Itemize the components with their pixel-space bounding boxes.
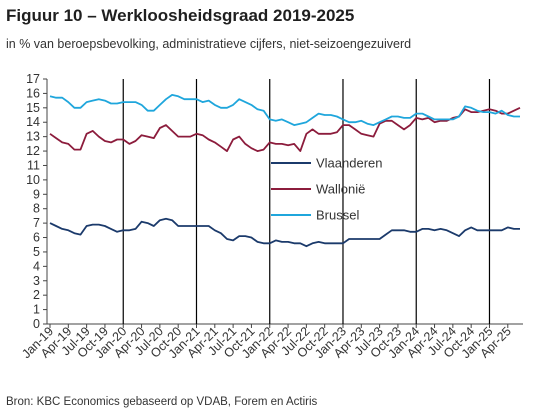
y-tick-label: 5 <box>33 245 40 259</box>
y-tick-label: 1 <box>33 303 40 317</box>
y-tick-label: 2 <box>33 288 40 302</box>
y-tick-label: 12 <box>26 144 40 158</box>
y-tick-label: 4 <box>33 259 40 273</box>
chart-subtitle: in % van beroepsbevolking, administratie… <box>6 37 412 51</box>
x-axis: Jan-19Apr-19Jul-19Oct-19Jan-20Apr-20Jul-… <box>19 323 523 361</box>
y-tick-label: 11 <box>27 158 40 172</box>
y-tick-label: 0 <box>33 317 40 331</box>
series-line-walloni- <box>49 106 521 153</box>
y-tick-label: 14 <box>26 115 40 129</box>
series-lines <box>49 94 521 248</box>
series-line-vlaanderen <box>49 217 520 248</box>
y-tick-label: 16 <box>26 86 40 100</box>
legend-label-walloni-: Wallonië <box>316 182 365 197</box>
y-tick-label: 6 <box>33 231 40 245</box>
legend-label-brussel: Brussel <box>316 208 359 223</box>
y-tick-label: 13 <box>26 130 40 144</box>
y-tick-label: 17 <box>26 72 40 86</box>
source-note: Bron: KBC Economics gebaseerd op VDAB, F… <box>6 396 318 408</box>
y-tick-label: 10 <box>26 173 40 187</box>
legend: Vlaanderen Wallonië Brussel <box>271 156 383 223</box>
y-tick-label: 3 <box>33 274 40 288</box>
year-separators <box>122 79 491 324</box>
legend-label-vlaanderen: Vlaanderen <box>316 156 383 171</box>
series-line-brussel <box>49 94 520 126</box>
y-tick-label: 8 <box>33 202 40 216</box>
y-tick-label: 9 <box>33 187 40 201</box>
y-tick-label: 15 <box>26 101 40 115</box>
chart-title: Figuur 10 – Werkloosheidsgraad 2019-2025 <box>6 6 355 25</box>
y-tick-label: 7 <box>33 216 40 230</box>
